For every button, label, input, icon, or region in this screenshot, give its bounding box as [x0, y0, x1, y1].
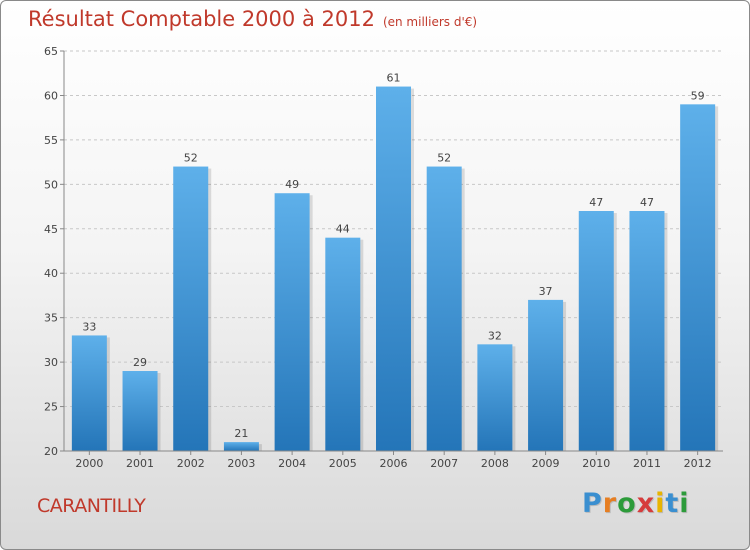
bar [477, 344, 513, 451]
bar-value-label: 44 [336, 223, 350, 236]
x-tick-label: 2005 [329, 457, 357, 470]
y-tick-label: 25 [44, 401, 58, 414]
y-tick-label: 45 [44, 223, 58, 236]
x-tick-label: 2002 [177, 457, 205, 470]
bar-value-label: 47 [589, 196, 603, 209]
bar-value-label: 37 [539, 285, 553, 298]
y-tick-label: 55 [44, 134, 58, 147]
x-tick-label: 2004 [278, 457, 306, 470]
bar-value-label: 29 [133, 356, 147, 369]
y-tick-label: 35 [44, 312, 58, 325]
bar [680, 104, 716, 451]
bar [426, 166, 462, 452]
y-tick-label: 30 [44, 356, 58, 369]
bar [71, 335, 107, 451]
bar [325, 237, 361, 451]
y-tick-label: 60 [44, 89, 58, 102]
x-tick-label: 2012 [684, 457, 712, 470]
bar-value-label: 21 [234, 427, 248, 440]
bar-value-label: 52 [184, 152, 198, 165]
brand-logo: Proxiti [582, 488, 690, 519]
y-tick-label: 20 [44, 445, 58, 458]
x-tick-label: 2008 [481, 457, 509, 470]
bar [223, 442, 259, 451]
bar-value-label: 61 [387, 72, 401, 85]
location-name: CARANTILLY [37, 495, 146, 517]
bar [376, 86, 411, 452]
bar-value-label: 33 [82, 320, 96, 333]
x-axis: 2000 2001 2002 2003 2004 2005 2006 2007 2008 2009… [64, 450, 723, 470]
brand-letter: t [665, 488, 680, 519]
bar-value-label: 52 [437, 152, 451, 165]
x-tick-label: 2001 [126, 457, 154, 470]
x-tick-label: 2000 [75, 457, 103, 470]
bar [274, 193, 310, 451]
x-tick-label: 2009 [532, 457, 560, 470]
x-tick-label: 2010 [582, 457, 610, 470]
brand-letter: x [636, 488, 656, 519]
bar [629, 211, 665, 451]
x-tick-label: 2011 [633, 457, 661, 470]
bar-value-label: 32 [488, 329, 502, 342]
title-text: Résultat Comptable 2000 à 2012 [28, 7, 375, 31]
title-unit: (en milliers d'€) [382, 15, 478, 29]
bar-value-label: 59 [691, 89, 705, 102]
brand-letter: i [655, 488, 666, 519]
bar [122, 371, 158, 451]
chart-title: Résultat Comptable 2000 à 2012 (en millie… [28, 7, 477, 31]
y-tick-label: 65 [44, 45, 58, 58]
bar [578, 211, 614, 451]
x-tick-label: 2003 [227, 457, 255, 470]
x-tick-label: 2007 [430, 457, 458, 470]
x-tick-label: 2006 [380, 457, 408, 470]
y-tick-label: 40 [44, 267, 58, 280]
y-axis: 20 25 30 35 40 45 50 55 60 65 [44, 45, 65, 458]
bar [173, 166, 209, 452]
brand-letter: i [679, 488, 690, 519]
bars: 33 29 52 21 49 44 61 52 32 37 47 47 59 [71, 72, 719, 452]
bar [528, 299, 564, 451]
brand-letter: P [582, 488, 603, 519]
brand-letter: o [617, 488, 637, 519]
bar-value-label: 47 [640, 196, 654, 209]
y-tick-label: 50 [44, 178, 58, 191]
brand-letter: r [602, 488, 618, 519]
bar-value-label: 49 [285, 178, 299, 191]
